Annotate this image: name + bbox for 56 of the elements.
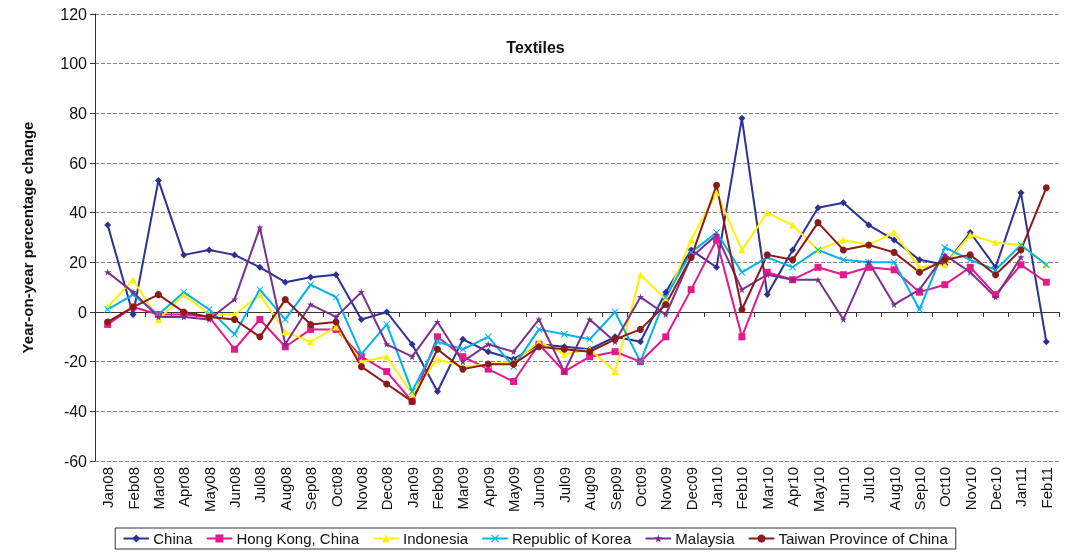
x-tick-label: Dec09 [682, 467, 700, 511]
x-tick-label: Nov08 [352, 467, 370, 511]
legend-label: Taiwan Province of China [778, 530, 949, 547]
x-tick-label: Apr09 [479, 467, 497, 508]
legend-label: Hong Kong, China [236, 530, 360, 547]
x-tick-label: Oct09 [631, 467, 649, 508]
legend-label: Malaysia [675, 530, 736, 547]
y-tick-label: 60 [69, 154, 88, 172]
x-tick-label: Nov09 [657, 467, 675, 511]
x-tick-label: Sep09 [606, 467, 624, 511]
legend-label: Indonesia [403, 530, 469, 547]
x-tick-label: Jul08 [251, 467, 269, 503]
x-tick-label: Mar09 [454, 467, 472, 510]
y-tick-label: 120 [60, 5, 88, 23]
x-tick-label: Sep08 [302, 467, 320, 511]
legend-label: China [153, 530, 194, 547]
x-tick-label: May10 [809, 467, 827, 513]
y-tick-label: -60 [63, 452, 88, 470]
x-tick-label: Jan10 [708, 467, 726, 508]
x-tick-label: Oct10 [936, 467, 954, 508]
x-tick-label: Aug08 [276, 467, 294, 511]
x-tick-label: May09 [505, 467, 523, 513]
y-tick-label: 0 [78, 303, 88, 321]
x-tick-label: Feb09 [428, 467, 446, 510]
x-tick-label: Jan08 [99, 467, 117, 508]
x-tick-label: Nov10 [961, 467, 979, 511]
x-tick-label: Dec10 [987, 467, 1005, 511]
x-tick-label: Apr08 [175, 467, 193, 508]
x-tick-label: Aug10 [885, 467, 903, 511]
x-tick-label: Jul09 [555, 467, 573, 503]
y-tick-label: 80 [69, 104, 88, 122]
x-tick-label: Feb08 [124, 467, 142, 510]
y-tick-label: -40 [63, 402, 88, 420]
text: Textiles [506, 38, 565, 56]
x-tick-label: Feb10 [733, 467, 751, 510]
x-tick-label: Jun08 [226, 467, 244, 508]
x-tick-label: Mar10 [758, 467, 776, 510]
y-tick-label: 100 [60, 55, 88, 73]
x-tick-label: Feb11 [1037, 467, 1055, 509]
legend-label: Republic of Korea [512, 530, 632, 547]
x-tick-label: Jun10 [834, 467, 852, 508]
y-tick-label: 20 [69, 253, 88, 271]
x-tick-label: Jan09 [403, 467, 421, 508]
x-tick-label: Jan11 [1012, 467, 1030, 507]
y-tick-label: -20 [63, 353, 88, 371]
x-tick-label: Jun09 [530, 467, 548, 508]
x-tick-label: Apr10 [784, 467, 802, 508]
x-tick-label: Oct08 [327, 467, 345, 508]
x-tick-label: Mar08 [149, 467, 167, 510]
x-tick-label: Sep10 [910, 467, 928, 511]
y-tick-label: 40 [69, 204, 88, 222]
y-axis-title: Year-on-year percentage change [19, 121, 36, 354]
x-tick-label: Aug09 [581, 467, 599, 511]
x-tick-label: Dec08 [378, 467, 396, 511]
x-tick-label: Jul10 [860, 467, 878, 503]
x-tick-label: May08 [200, 467, 218, 513]
